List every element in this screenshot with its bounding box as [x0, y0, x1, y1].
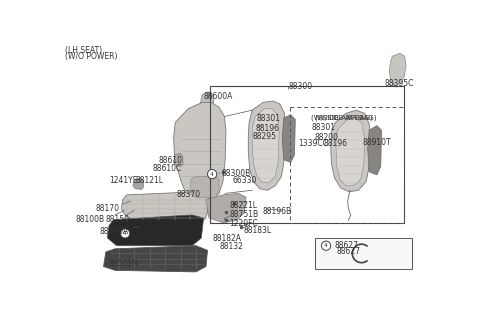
Text: 88221L: 88221L: [229, 201, 257, 210]
Text: 88132: 88132: [219, 242, 243, 251]
Text: 88301: 88301: [256, 114, 280, 123]
Text: 4: 4: [123, 231, 127, 236]
Polygon shape: [368, 126, 382, 175]
Polygon shape: [252, 109, 279, 183]
Polygon shape: [206, 194, 246, 223]
Polygon shape: [201, 92, 214, 112]
Circle shape: [322, 241, 331, 250]
Text: 4: 4: [210, 172, 214, 176]
Text: (W/SIDE AIR BAG): (W/SIDE AIR BAG): [315, 114, 377, 121]
Text: 88627: 88627: [335, 241, 359, 250]
Polygon shape: [282, 115, 295, 163]
Circle shape: [207, 170, 217, 179]
Text: 88150: 88150: [106, 215, 130, 224]
Polygon shape: [248, 101, 285, 190]
Polygon shape: [389, 53, 406, 86]
Polygon shape: [174, 102, 226, 204]
Text: 66330: 66330: [232, 176, 256, 185]
Text: 88295: 88295: [252, 132, 276, 141]
Text: 88610C: 88610C: [152, 164, 181, 173]
Text: 88183L: 88183L: [244, 226, 272, 236]
Polygon shape: [121, 192, 209, 221]
Polygon shape: [191, 176, 219, 198]
Text: 1241YE: 1241YE: [109, 176, 137, 185]
Text: 88627: 88627: [336, 247, 360, 256]
Polygon shape: [331, 110, 370, 192]
Polygon shape: [336, 118, 365, 186]
Text: 88751B: 88751B: [229, 210, 258, 219]
Bar: [290, 107, 404, 223]
Polygon shape: [133, 178, 144, 190]
Text: 88610: 88610: [158, 156, 182, 165]
Text: 88121L: 88121L: [135, 176, 163, 185]
Circle shape: [120, 229, 130, 238]
Text: (W/O POWER): (W/O POWER): [65, 52, 118, 61]
Text: 88190A: 88190A: [100, 227, 129, 236]
Text: 88300: 88300: [288, 82, 312, 91]
Text: 1339CC: 1339CC: [299, 139, 328, 149]
Text: 88100B: 88100B: [75, 215, 104, 224]
Text: 88182A: 88182A: [213, 234, 242, 243]
Text: 88170: 88170: [95, 204, 119, 213]
Text: 1220FC: 1220FC: [229, 219, 258, 228]
Text: 88395C: 88395C: [384, 79, 414, 89]
Bar: [210, 86, 404, 223]
Polygon shape: [104, 246, 207, 272]
Text: 88196: 88196: [324, 139, 348, 149]
Text: 88196B: 88196B: [262, 207, 291, 216]
Text: 88200: 88200: [314, 133, 338, 142]
Text: 88370: 88370: [177, 190, 201, 199]
Text: 88501N: 88501N: [108, 259, 138, 268]
Polygon shape: [174, 153, 183, 166]
Text: 4: 4: [324, 243, 328, 248]
Text: 88910T: 88910T: [362, 138, 391, 147]
Text: 88300B: 88300B: [221, 169, 251, 178]
Text: (LH SEAT): (LH SEAT): [65, 46, 102, 54]
Polygon shape: [108, 215, 204, 246]
Text: 88196: 88196: [255, 124, 279, 133]
Text: 88600A: 88600A: [204, 92, 233, 101]
Text: (W/SIDE AIR BAG): (W/SIDE AIR BAG): [312, 114, 373, 121]
Bar: [315, 238, 411, 269]
Text: 88301: 88301: [312, 123, 336, 132]
